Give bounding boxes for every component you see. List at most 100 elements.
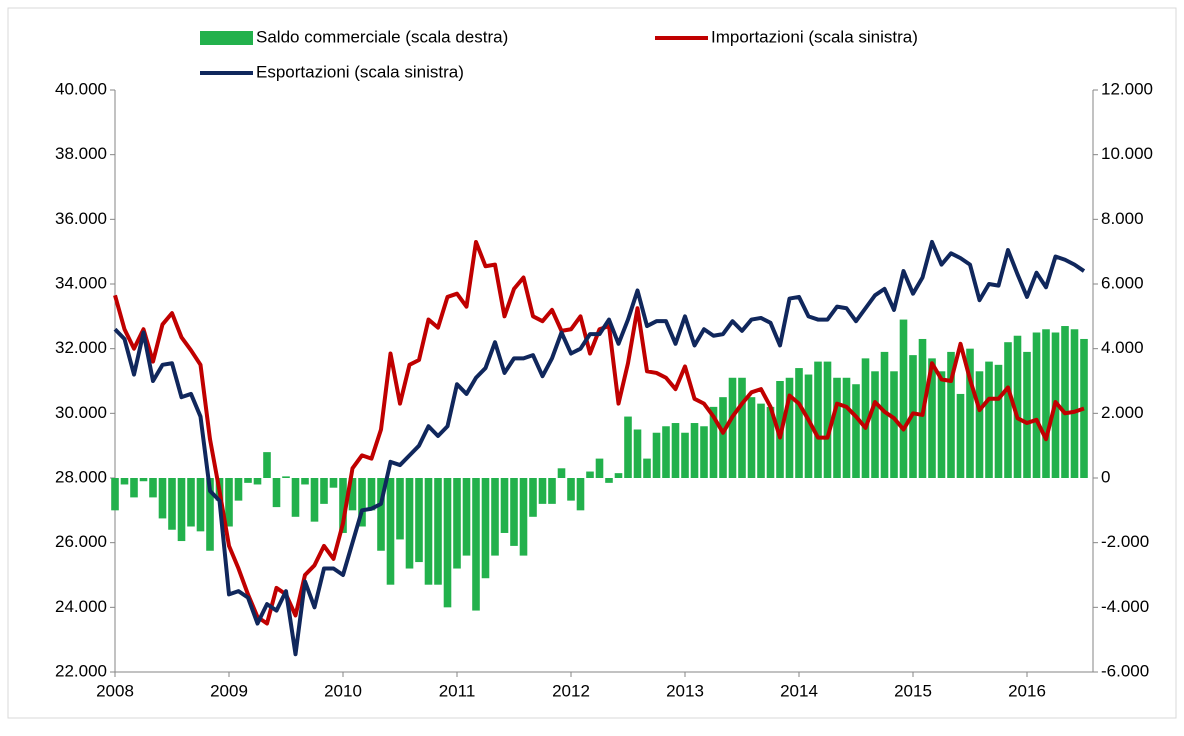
bar — [538, 478, 547, 504]
x-tick-label: 2015 — [894, 681, 932, 700]
bar — [586, 471, 594, 478]
bar — [871, 371, 879, 478]
bar — [206, 478, 214, 551]
bar — [1061, 326, 1069, 478]
bar — [700, 426, 708, 478]
bar — [301, 478, 309, 485]
bar — [386, 478, 395, 585]
bar — [139, 478, 148, 482]
bar — [130, 478, 138, 498]
bar — [709, 406, 718, 478]
bar — [348, 478, 357, 511]
bar — [1013, 335, 1022, 478]
y2-tick-label: 2.000 — [1101, 403, 1144, 422]
bar — [434, 478, 442, 585]
bar — [1070, 329, 1079, 478]
bar — [557, 468, 566, 478]
bar — [747, 397, 756, 478]
bar — [624, 416, 632, 478]
bar — [510, 478, 518, 546]
bar — [652, 432, 661, 478]
y-tick-label: 38.000 — [55, 144, 107, 163]
y2-tick-label: 6.000 — [1101, 273, 1144, 292]
line-series — [113, 239, 1086, 657]
y-tick-label: 30.000 — [55, 403, 107, 422]
bar — [158, 478, 167, 519]
bar — [472, 478, 480, 611]
y-tick-label: 26.000 — [55, 532, 107, 551]
y-tick-label: 22.000 — [55, 661, 107, 680]
bar — [453, 478, 461, 569]
bar — [956, 393, 965, 478]
bar — [481, 478, 490, 579]
y-tick-label: 36.000 — [55, 209, 107, 228]
bar — [377, 478, 385, 551]
bar — [966, 348, 974, 478]
bar — [443, 478, 452, 608]
bar — [738, 377, 746, 478]
bar — [662, 426, 670, 478]
bar — [282, 476, 290, 478]
bar — [975, 371, 984, 478]
legend-label: Saldo commerciale (scala destra) — [256, 27, 508, 46]
bar — [785, 377, 794, 478]
bar — [244, 478, 252, 483]
bar — [985, 361, 993, 478]
bar — [196, 478, 205, 532]
bar — [1042, 329, 1050, 478]
y-tick-label: 40.000 — [55, 79, 107, 98]
bar — [671, 423, 680, 478]
y2-tick-label: -6.000 — [1101, 661, 1149, 680]
bar — [272, 478, 281, 508]
bar — [1023, 351, 1031, 478]
y-tick-label: 32.000 — [55, 338, 107, 357]
bar — [329, 478, 338, 488]
y2-tick-label: -4.000 — [1101, 597, 1149, 616]
y-tick-label: 28.000 — [55, 467, 107, 486]
bar — [766, 406, 775, 478]
bar — [633, 429, 642, 478]
bar — [310, 478, 319, 522]
legend-swatch — [200, 31, 253, 45]
x-tick-label: 2011 — [439, 681, 476, 700]
legend-label: Esportazioni (scala sinistra) — [256, 62, 464, 81]
y2-tick-label: 4.000 — [1101, 338, 1144, 357]
bar — [928, 358, 936, 478]
bar — [367, 478, 376, 511]
bar — [263, 452, 271, 478]
bar — [415, 478, 423, 563]
x-tick-label: 2016 — [1008, 681, 1046, 700]
bar — [814, 361, 822, 478]
x-tick-label: 2012 — [552, 681, 590, 700]
y-tick-label: 34.000 — [55, 273, 107, 292]
bar — [253, 478, 262, 485]
bar — [842, 377, 851, 478]
bar — [168, 478, 176, 530]
bar — [491, 478, 499, 556]
bar — [643, 458, 651, 478]
bar — [880, 351, 889, 478]
bar — [690, 423, 699, 478]
bar — [1032, 332, 1041, 478]
bar — [795, 368, 803, 478]
bar — [595, 458, 604, 478]
bar — [833, 377, 841, 478]
y2-tick-label: -2.000 — [1101, 532, 1149, 551]
y2-tick-label: 8.000 — [1101, 209, 1144, 228]
bar — [291, 478, 300, 517]
bar — [605, 478, 613, 483]
x-tick-label: 2009 — [210, 681, 248, 700]
bar — [757, 403, 765, 478]
y2-tick-label: 12.000 — [1101, 79, 1153, 98]
x-tick-label: 2013 — [666, 681, 704, 700]
bar — [681, 432, 689, 478]
chart-frame — [7, 7, 1177, 719]
legend-label: Importazioni (scala sinistra) — [711, 27, 918, 46]
y-tick-label: 24.000 — [55, 597, 107, 616]
bar — [234, 478, 243, 501]
bar — [187, 478, 195, 527]
bar — [947, 351, 955, 478]
bar — [852, 384, 860, 478]
bar — [405, 478, 414, 569]
